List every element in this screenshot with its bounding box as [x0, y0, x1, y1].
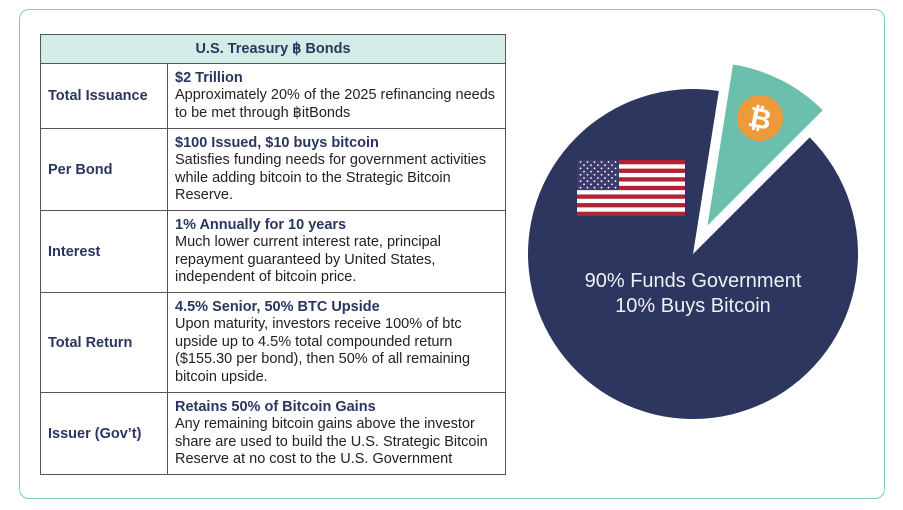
table-row: Per Bond $100 Issued, $10 buys bitcoin Sa…	[40, 128, 506, 211]
row-text: Any remaining bitcoin gains above the in…	[175, 416, 488, 467]
table-row: Total Return 4.5% Senior, 50% BTC Upside…	[40, 292, 506, 393]
pie-label-line2: 10% Buys Bitcoin	[615, 295, 771, 317]
table-row: Issuer (Gov’t) Retains 50% of Bitcoin Ga…	[40, 392, 506, 475]
row-text: Satisfies funding needs for government a…	[175, 152, 487, 203]
row-text: Much lower current interest rate, princi…	[175, 234, 441, 285]
row-text: Approximately 20% of the 2025 refinancin…	[175, 87, 496, 121]
pie-slice-government	[528, 88, 858, 419]
bitbonds-table: U.S. Treasury ฿ Bonds Total Issuance $2 …	[40, 34, 506, 475]
row-headline: Retains 50% of Bitcoin Gains	[175, 398, 376, 415]
row-value: 1% Annually for 10 years Much lower curre…	[167, 210, 506, 293]
pie-slice-bitcoin	[707, 64, 823, 226]
row-label: Interest	[40, 210, 168, 293]
row-value: $2 Trillion Approximately 20% of the 2025…	[167, 63, 506, 129]
row-label: Total Issuance	[40, 63, 168, 129]
table-row: Interest 1% Annually for 10 years Much lo…	[40, 210, 506, 293]
pie-label-line1: 90% Funds Government	[585, 270, 802, 292]
row-headline: $2 Trillion	[175, 69, 243, 86]
us-flag-icon	[577, 160, 685, 216]
bitcoin-icon: ₿	[737, 95, 783, 141]
row-text: Upon maturity, investors receive 100% of…	[175, 316, 471, 385]
table-title: U.S. Treasury ฿ Bonds	[40, 34, 506, 64]
table-row: Total Issuance $2 Trillion Approximately …	[40, 63, 506, 129]
row-headline: 4.5% Senior, 50% BTC Upside	[175, 298, 380, 315]
allocation-pie: ₿ 90% Funds Government 10% Buys Bitcoin	[528, 64, 858, 419]
row-value: $100 Issued, $10 buys bitcoin Satisfies f…	[167, 128, 506, 211]
row-value: 4.5% Senior, 50% BTC Upside Upon maturity…	[167, 292, 506, 393]
row-label: Total Return	[40, 292, 168, 393]
row-headline: 1% Annually for 10 years	[175, 216, 347, 233]
row-label: Per Bond	[40, 128, 168, 211]
row-label: Issuer (Gov’t)	[40, 392, 168, 475]
row-headline: $100 Issued, $10 buys bitcoin	[175, 134, 379, 151]
row-value: Retains 50% of Bitcoin Gains Any remainin…	[167, 392, 506, 475]
content-frame	[19, 9, 885, 499]
